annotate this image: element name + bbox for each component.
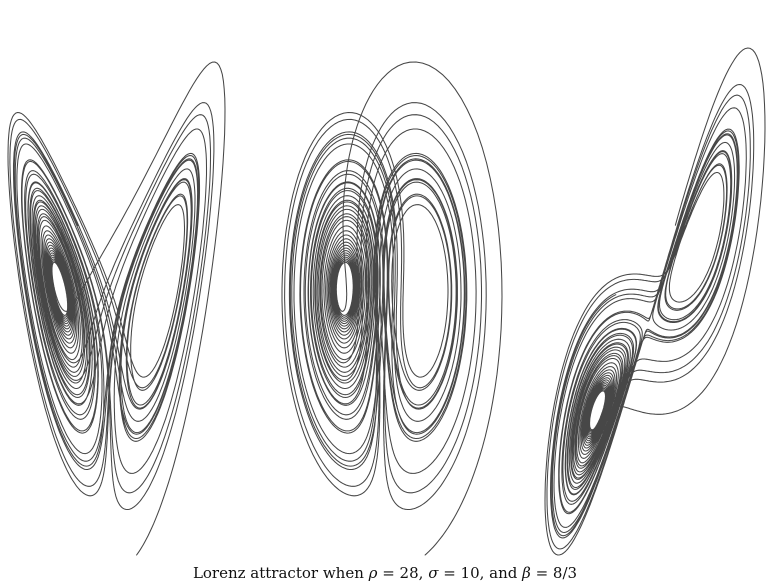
caption-prefix: Lorenz attractor when xyxy=(192,564,369,582)
caption-sigma-value: = 10, and xyxy=(438,564,523,582)
caption-beta-value: = 8/3 xyxy=(530,564,578,582)
caption-rho-symbol: ρ xyxy=(368,564,378,582)
caption-rho-value: = 28, xyxy=(377,564,429,582)
figure-caption: Lorenz attractor when ρ = 28, σ = 10, an… xyxy=(0,562,770,584)
caption-sigma-symbol: σ xyxy=(428,564,439,582)
lorenz-projection-yz xyxy=(281,61,503,556)
caption-beta-symbol: β xyxy=(522,564,531,582)
lorenz-projection-xy xyxy=(544,47,766,556)
lorenz-projection-xz xyxy=(7,61,226,556)
